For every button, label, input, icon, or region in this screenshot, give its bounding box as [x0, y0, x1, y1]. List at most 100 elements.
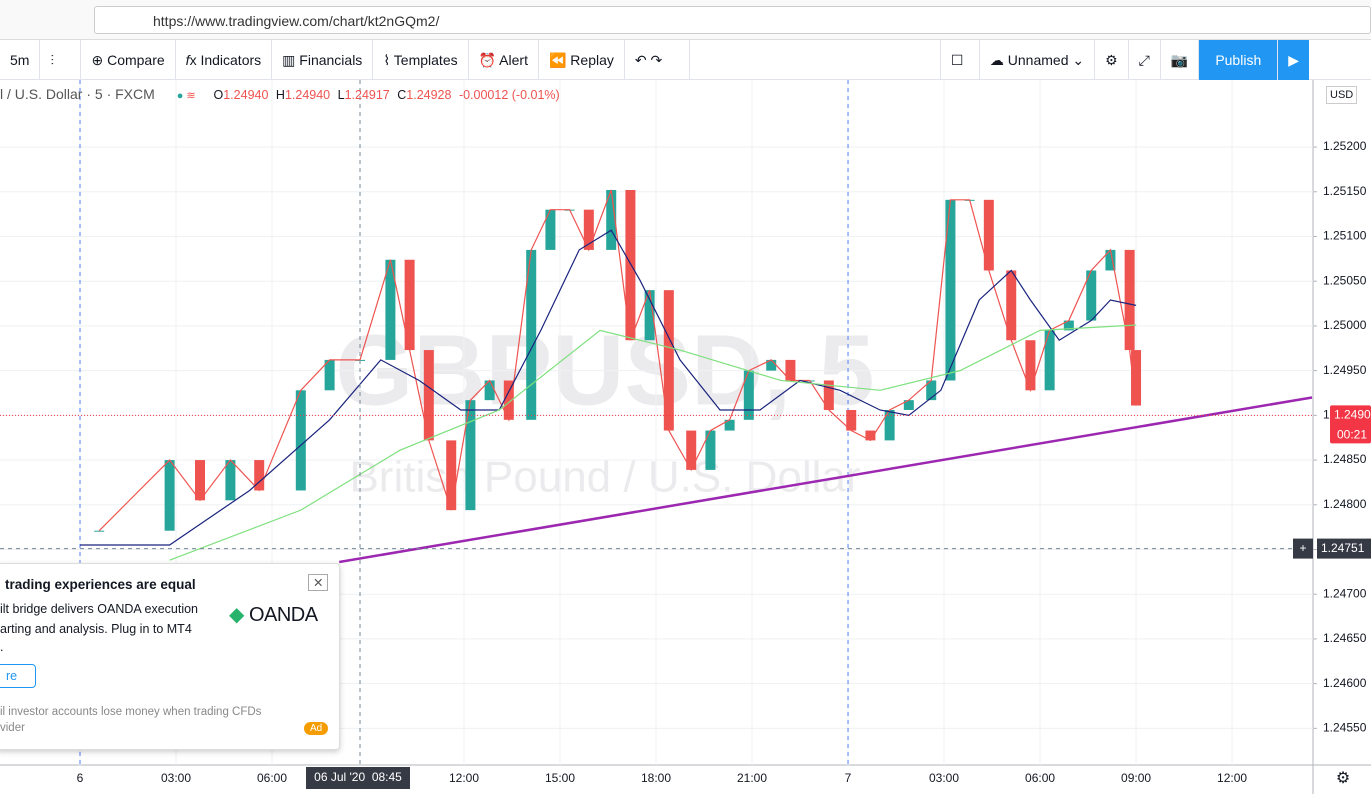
- watermark-description: British Pound / U.S. Dollar: [349, 453, 860, 502]
- templates[interactable]: ⌇ Templates: [373, 39, 469, 80]
- y-tick-label: 1.24650: [1323, 631, 1367, 645]
- candle: [583, 209, 594, 250]
- chart-type[interactable]: ⫶: [40, 39, 82, 80]
- x-tick-label: 09:00: [1121, 771, 1151, 785]
- candle: [423, 350, 434, 441]
- y-tick-label: 1.24700: [1323, 586, 1367, 600]
- layout-toggle[interactable]: ☐: [939, 39, 980, 80]
- replay-label: Replay: [570, 51, 614, 68]
- address-bar: https://www.tradingview.com/chart/kt2nGQ…: [0, 0, 1371, 40]
- axis-settings: ⚙: [1336, 770, 1350, 787]
- candle: [446, 440, 457, 511]
- candle: [1063, 320, 1074, 331]
- ad-popup: trading experiences are equal ilt bridge…: [0, 563, 340, 750]
- ad-button[interactable]: re: [0, 664, 37, 688]
- ohlc: O1.24940 H1.24940 L1.24917 C1.24928 -0.0…: [214, 88, 560, 102]
- financials-label: Financials: [299, 51, 363, 68]
- y-tick-label: 1.25100: [1323, 229, 1367, 243]
- candle: [503, 380, 514, 420]
- crosshair-x-label: 06 Jul '20 08:45: [314, 770, 402, 784]
- symbol: l / U.S. Dollar · 5 · FXCM: [0, 86, 155, 102]
- alert[interactable]: ⏰ Alert: [469, 39, 539, 80]
- brand: OANDA: [248, 604, 318, 626]
- candle: [884, 409, 895, 441]
- publish[interactable]: Publish: [1199, 39, 1279, 80]
- compare[interactable]: ⊕ Compare: [81, 39, 176, 80]
- moving-average: [169, 324, 1137, 561]
- candle: [1131, 350, 1142, 406]
- candle: [606, 189, 617, 250]
- financials[interactable]: ▥ Financials: [272, 39, 374, 80]
- candle: [225, 460, 236, 501]
- moving-average: [80, 229, 1137, 546]
- crosshair-plus-icon: +: [1299, 541, 1306, 555]
- price-line: [98, 189, 1137, 532]
- x-tick-label: 15:00: [545, 771, 575, 785]
- candle: [1044, 330, 1055, 391]
- crosshair-x-box: [306, 767, 411, 789]
- layout[interactable]: ☁ Unnamed ⌄: [980, 39, 1096, 80]
- url[interactable]: https://www.tradingview.com/chart/kt2nGQ…: [94, 5, 1371, 34]
- x-tick-label: 7: [845, 771, 852, 785]
- candle: [1124, 249, 1135, 351]
- settings[interactable]: ⚙: [1095, 39, 1129, 80]
- candle: [1006, 270, 1017, 341]
- candle: [743, 370, 754, 420]
- y-tick-label: 1.25050: [1323, 273, 1367, 287]
- x-tick-label: 03:00: [929, 771, 959, 785]
- ad-close[interactable]: ✕: [308, 574, 329, 591]
- candle: [705, 430, 716, 470]
- candle: [766, 359, 777, 371]
- ad-badge: Ad: [304, 722, 329, 735]
- publish-menu[interactable]: ▶: [1278, 39, 1310, 80]
- y-tick-label: 1.24800: [1323, 497, 1367, 511]
- candle: [983, 199, 994, 271]
- candle: [324, 359, 335, 391]
- candle: [945, 199, 956, 381]
- last-price-box: [1330, 405, 1371, 444]
- o-value: 1.24940: [223, 88, 269, 102]
- y-tick-label: 1.24550: [1323, 721, 1367, 735]
- candle: [846, 409, 857, 431]
- candle: [1086, 270, 1097, 321]
- indicators-label: Indicators: [200, 51, 262, 68]
- y-tick-label: 1.25200: [1323, 139, 1367, 153]
- interval[interactable]: 5m: [0, 39, 41, 80]
- y-tick-label: 1.25150: [1323, 184, 1367, 198]
- snapshot[interactable]: 📷: [1161, 39, 1200, 80]
- y-tick-label: 1.24600: [1323, 676, 1367, 690]
- candle: [164, 460, 175, 531]
- candle: [663, 290, 674, 431]
- templates-label: Templates: [393, 51, 458, 68]
- y-tick-label: 1.24950: [1323, 363, 1367, 377]
- crosshair-plus: [1293, 538, 1313, 559]
- alert-label: Alert: [499, 51, 528, 68]
- ad-title: trading experiences are equal: [5, 577, 196, 592]
- ad-brand: ◆ OANDA: [229, 604, 318, 626]
- change: -0.00012 (-0.01%): [458, 88, 560, 102]
- compare-label: Compare: [107, 51, 165, 68]
- candle: [926, 380, 937, 401]
- currency[interactable]: USD: [1326, 86, 1358, 104]
- candle: [385, 259, 396, 360]
- candle: [195, 460, 206, 501]
- ad-disclaimer: il investor accounts lose money when tra…: [0, 706, 262, 718]
- status: ● ≋: [176, 90, 196, 102]
- candle: [465, 400, 476, 511]
- candle: [1105, 249, 1116, 271]
- ad-disclaimer: vider: [0, 722, 25, 734]
- h-value: 1.24940: [284, 88, 331, 102]
- l: L: [337, 88, 345, 102]
- replay[interactable]: ⏪ Replay: [539, 39, 625, 80]
- candle: [484, 380, 495, 401]
- y-tick-label: 1.25000: [1323, 318, 1367, 332]
- ad-line: arting and analysis. Plug in to MT4: [0, 622, 192, 636]
- candle: [644, 290, 655, 341]
- x-tick-label: 06:00: [1025, 771, 1055, 785]
- y-tick-label: 1.24850: [1323, 452, 1367, 466]
- fullscreen[interactable]: ⤢: [1129, 39, 1161, 80]
- undo-redo[interactable]: ↶ ↷: [625, 39, 690, 80]
- x-tick-label: 03:00: [161, 771, 191, 785]
- indicators[interactable]: fx Indicators: [176, 39, 273, 80]
